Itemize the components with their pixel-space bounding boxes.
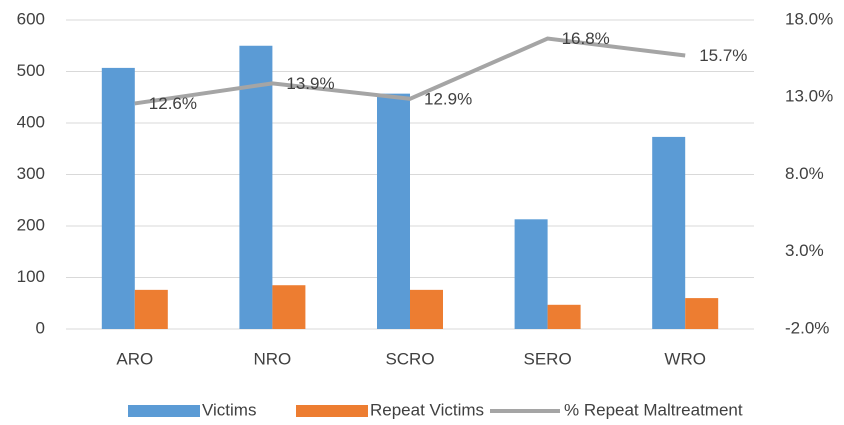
bar <box>410 289 443 329</box>
y-tick-label: 0 <box>36 318 45 337</box>
x-tick-label: WRO <box>664 349 706 368</box>
y-tick-label: 200 <box>17 215 45 234</box>
y2-tick-label: 18.0% <box>785 9 833 28</box>
data-label: 12.6% <box>149 94 197 113</box>
y-tick-label: 400 <box>17 112 45 131</box>
bar <box>547 304 581 329</box>
y2-tick-label: 13.0% <box>785 87 833 106</box>
bar <box>377 93 410 330</box>
y-tick-label: 100 <box>17 267 45 286</box>
y-tick-label: 600 <box>17 9 45 28</box>
legend-label: % Repeat Maltreatment <box>564 400 743 419</box>
bar <box>272 285 306 329</box>
legend-label: Victims <box>202 400 256 419</box>
legend-label: Repeat Victims <box>370 400 484 419</box>
legend-swatch <box>128 405 200 417</box>
bar <box>134 289 168 329</box>
bar <box>239 45 273 329</box>
data-label: 12.9% <box>424 89 472 108</box>
bar <box>685 298 719 329</box>
data-label: 16.8% <box>562 29 610 48</box>
data-label: 15.7% <box>699 46 747 65</box>
x-tick-label: ARO <box>116 349 153 368</box>
y2-tick-label: 8.0% <box>785 164 824 183</box>
data-label: 13.9% <box>286 74 334 93</box>
y2-tick-label: -2.0% <box>785 318 829 337</box>
bar <box>101 67 135 330</box>
y2-tick-label: 3.0% <box>785 241 824 260</box>
legend-swatch <box>296 405 368 417</box>
y-tick-label: 500 <box>17 61 45 80</box>
line <box>134 36 686 106</box>
x-tick-label: SERO <box>524 349 572 368</box>
y-tick-label: 300 <box>17 164 45 183</box>
x-tick-label: SCRO <box>385 349 434 368</box>
bar <box>514 219 548 329</box>
x-tick-label: NRO <box>254 349 292 368</box>
bar <box>652 136 686 329</box>
